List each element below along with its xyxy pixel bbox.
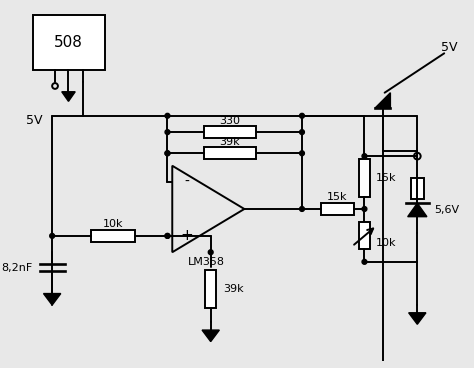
- Circle shape: [165, 233, 170, 238]
- Polygon shape: [375, 93, 391, 108]
- Bar: [91, 230, 135, 242]
- Text: 8,2nF: 8,2nF: [2, 263, 33, 273]
- Polygon shape: [408, 203, 427, 217]
- Text: LM358: LM358: [187, 257, 224, 267]
- Text: 39k: 39k: [219, 137, 240, 147]
- Text: -: -: [184, 175, 189, 189]
- Bar: [204, 148, 256, 159]
- Bar: [33, 15, 105, 70]
- Bar: [359, 222, 370, 250]
- Circle shape: [300, 113, 304, 118]
- Circle shape: [362, 259, 367, 264]
- Circle shape: [300, 206, 304, 211]
- Bar: [359, 159, 370, 198]
- Bar: [205, 269, 217, 308]
- Text: 508: 508: [54, 35, 83, 50]
- Text: +: +: [180, 229, 193, 243]
- Polygon shape: [202, 330, 219, 342]
- Polygon shape: [44, 294, 61, 305]
- Text: 15k: 15k: [327, 192, 348, 202]
- Text: 5,6V: 5,6V: [435, 205, 460, 215]
- Circle shape: [165, 130, 170, 135]
- Text: 39k: 39k: [223, 284, 244, 294]
- Text: 330: 330: [219, 116, 240, 125]
- Circle shape: [208, 250, 213, 255]
- Bar: [410, 178, 424, 199]
- Circle shape: [165, 151, 170, 156]
- Bar: [321, 203, 354, 215]
- Circle shape: [165, 151, 170, 156]
- Text: 5V: 5V: [441, 41, 457, 54]
- Text: 5V: 5V: [26, 114, 43, 127]
- Polygon shape: [62, 92, 75, 101]
- Circle shape: [165, 233, 170, 238]
- Circle shape: [165, 113, 170, 118]
- Circle shape: [300, 130, 304, 135]
- Circle shape: [362, 154, 367, 159]
- Circle shape: [300, 151, 304, 156]
- Polygon shape: [409, 313, 426, 324]
- Circle shape: [50, 233, 55, 238]
- Circle shape: [362, 206, 367, 211]
- Bar: [204, 126, 256, 138]
- Text: 10k: 10k: [376, 238, 396, 248]
- Text: 10k: 10k: [102, 219, 123, 229]
- Text: 15k: 15k: [376, 173, 396, 183]
